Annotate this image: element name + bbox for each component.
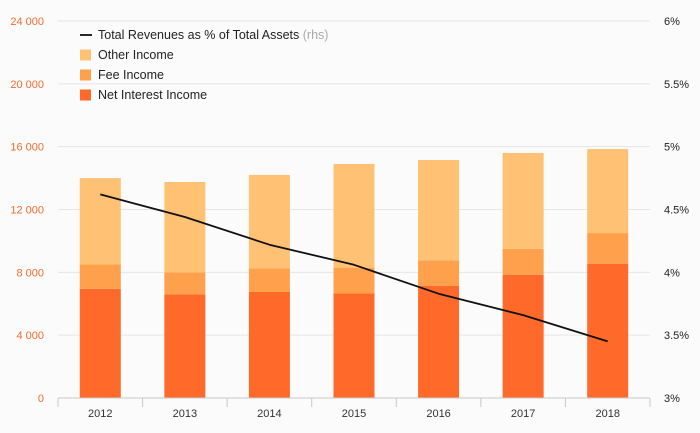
left-tick-label: 16 000 xyxy=(10,142,44,154)
bar-fee-income-2016 xyxy=(418,260,460,286)
right-tick-label: 4% xyxy=(664,267,680,279)
right-axis-ticks: 3% 3.5% 4% 4.5% 5% 5.5% 6% xyxy=(664,16,689,405)
right-tick-label: 5% xyxy=(664,142,680,154)
legend-rhs-note: (rhs) xyxy=(303,28,329,42)
right-tick-label: 3% xyxy=(664,393,680,405)
x-tick-label: 2018 xyxy=(595,408,619,420)
legend-swatch xyxy=(80,49,91,61)
left-tick-label: 8 000 xyxy=(16,267,44,279)
legend-swatch xyxy=(80,69,91,81)
right-tick-label: 6% xyxy=(664,16,680,28)
bar-fee-income-2018 xyxy=(587,233,629,264)
bar-net-interest-income-2012 xyxy=(79,288,121,398)
legend-label: Other Income xyxy=(98,48,174,62)
left-tick-label: 24 000 xyxy=(10,16,44,28)
bar-net-interest-income-2016 xyxy=(418,285,460,398)
right-tick-label: 4.5% xyxy=(664,205,689,217)
bar-fee-income-2013 xyxy=(164,272,206,295)
left-tick-label: 20 000 xyxy=(10,79,44,91)
line-series xyxy=(100,193,608,343)
x-tick-label: 2014 xyxy=(257,408,281,420)
bar-fee-income-2017 xyxy=(502,248,544,275)
legend: Total Revenues as % of Total Assets (rhs… xyxy=(80,28,328,102)
bar-other-income-2018 xyxy=(587,149,629,234)
bar-net-interest-income-2017 xyxy=(502,274,544,398)
bar-other-income-2013 xyxy=(164,182,206,273)
left-tick-label: 12 000 xyxy=(10,205,44,217)
legend-label: Fee Income xyxy=(98,68,164,82)
bar-net-interest-income-2013 xyxy=(164,294,206,398)
bar-other-income-2014 xyxy=(248,174,290,269)
bar-other-income-2017 xyxy=(502,152,544,249)
x-tick-label: 2015 xyxy=(342,408,366,420)
right-tick-label: 5.5% xyxy=(664,79,689,91)
bar-fee-income-2012 xyxy=(79,264,121,289)
bar-other-income-2015 xyxy=(333,163,375,268)
right-tick-label: 3.5% xyxy=(664,330,689,342)
legend-label-line: Total Revenues as % of Total Assets (rhs… xyxy=(98,28,328,42)
legend-label: Net Interest Income xyxy=(98,88,207,102)
bar-other-income-2016 xyxy=(418,160,460,261)
legend-swatch xyxy=(80,89,91,101)
x-tick-label: 2013 xyxy=(173,408,197,420)
x-axis-ticks: 2012 2013 2014 2015 2016 2017 2018 xyxy=(88,408,620,420)
line-total-revenues-pct xyxy=(100,193,608,343)
bar-net-interest-income-2014 xyxy=(248,291,290,398)
bar-net-interest-income-2015 xyxy=(333,293,375,398)
left-axis-ticks: 0 4 000 8 000 12 000 16 000 20 000 24 000 xyxy=(10,16,44,405)
bar-stacks xyxy=(79,149,629,398)
x-tick-label: 2016 xyxy=(426,408,450,420)
bar-net-interest-income-2018 xyxy=(587,263,629,398)
x-axis xyxy=(57,397,651,407)
left-tick-label: 0 xyxy=(38,393,44,405)
left-tick-label: 4 000 xyxy=(16,330,44,342)
x-tick-label: 2017 xyxy=(511,408,535,420)
bar-fee-income-2014 xyxy=(248,268,290,292)
bar-other-income-2012 xyxy=(79,178,121,265)
x-tick-label: 2012 xyxy=(88,408,112,420)
bar-fee-income-2015 xyxy=(333,267,375,294)
